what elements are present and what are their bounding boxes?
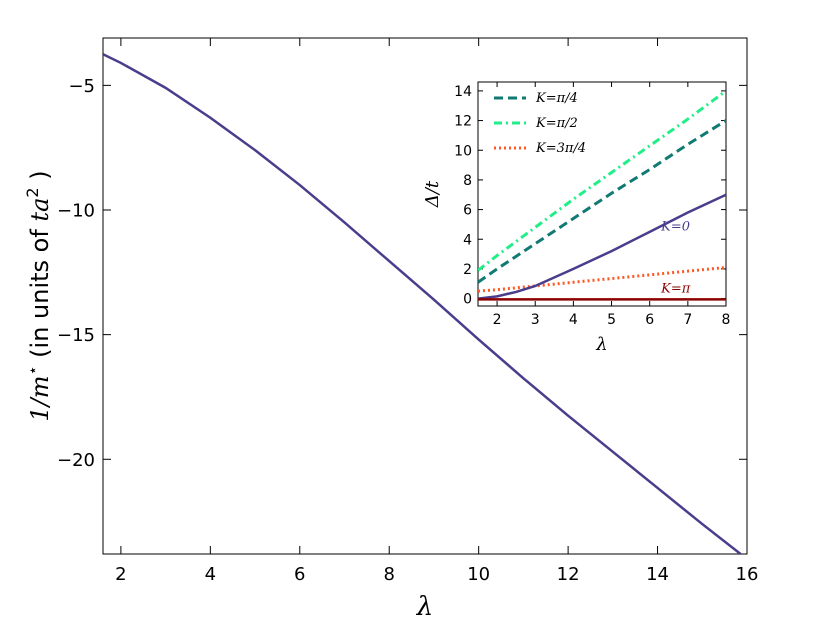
y-tick-label: 12 — [454, 114, 472, 130]
x-tick-label: 4 — [205, 564, 216, 585]
x-tick-label: 3 — [531, 312, 540, 328]
x-tick-label: 6 — [645, 312, 654, 328]
inset-legend: K=π/4 K=π/2 K=3π/4 — [494, 91, 586, 156]
main-series-group — [103, 53, 743, 554]
main-y-label-sup: ⋆ — [23, 365, 42, 375]
y-tick-label: 2 — [463, 262, 472, 278]
x-tick-label: 2 — [493, 312, 502, 328]
main-x-axis: 2 4 6 8 10 12 14 16 — [115, 38, 758, 585]
y-tick-label: 4 — [463, 232, 472, 248]
legend-label: K=π/4 — [535, 91, 578, 106]
main-y-label-text: (in units of — [26, 222, 54, 366]
inset-annotation-label: K=0 — [660, 219, 690, 234]
x-tick-label: 7 — [683, 312, 692, 328]
y-tick-label: −15 — [57, 325, 95, 346]
y-tick-label: −10 — [57, 200, 95, 221]
legend-label: K=3π/4 — [535, 141, 586, 156]
x-tick-label: 4 — [569, 312, 578, 328]
series-line-k-4 — [478, 119, 726, 284]
main-y-label-tail: ) — [26, 170, 54, 187]
series-line-series-0 — [103, 53, 743, 554]
inset-x-axis: 2 3 4 5 6 7 8 — [493, 82, 731, 328]
y-tick-label: −5 — [68, 76, 95, 97]
inset-x-axis-label: λ — [595, 334, 607, 355]
y-tick-label: 0 — [463, 292, 472, 308]
y-tick-label: 10 — [454, 143, 472, 159]
y-tick-label: −20 — [57, 450, 95, 471]
series-line-k-3-4 — [478, 265, 726, 293]
inset-y-axis-label: Δ/t — [422, 180, 443, 208]
inset-annotations: K=0 K=π — [660, 219, 691, 296]
x-tick-label: 10 — [467, 564, 490, 585]
main-x-axis-label: λ — [416, 592, 433, 622]
series-line-k-0 — [478, 193, 726, 300]
y-tick-label: 6 — [463, 203, 472, 219]
inset-annotation-label: K=π — [660, 282, 691, 297]
svg-text:1/m⋆ (in units of ta2 ): 1/m⋆ (in units of ta2 ) — [23, 170, 54, 421]
y-tick-label: 8 — [463, 173, 472, 189]
main-y-axis-label: 1/m⋆ (in units of ta2 ) — [23, 170, 54, 421]
main-y-label-unit: ta — [26, 198, 54, 222]
main-y-label-unit-sup: 2 — [23, 187, 42, 197]
main-y-axis: −5 −10 −15 −20 — [57, 76, 747, 471]
inset-y-axis: 0 2 4 6 8 10 12 14 — [454, 84, 726, 308]
x-tick-label: 2 — [115, 564, 126, 585]
x-tick-label: 8 — [722, 312, 731, 328]
legend-label: K=π/2 — [535, 116, 578, 131]
x-tick-label: 14 — [646, 564, 669, 585]
main-y-label-math: 1/m — [26, 375, 54, 421]
inset-series-group — [478, 89, 726, 301]
x-tick-label: 8 — [383, 564, 394, 585]
x-tick-label: 5 — [607, 312, 616, 328]
inset-plot-frame — [477, 81, 727, 307]
x-tick-label: 16 — [736, 564, 759, 585]
x-tick-label: 6 — [294, 564, 305, 585]
inset-plot: 2 3 4 5 6 7 8 0 2 4 6 8 10 12 14 K=0 K=π K=π/4 K=π/2 K=3… — [422, 81, 731, 355]
y-tick-label: 14 — [454, 84, 472, 100]
x-tick-label: 12 — [557, 564, 580, 585]
